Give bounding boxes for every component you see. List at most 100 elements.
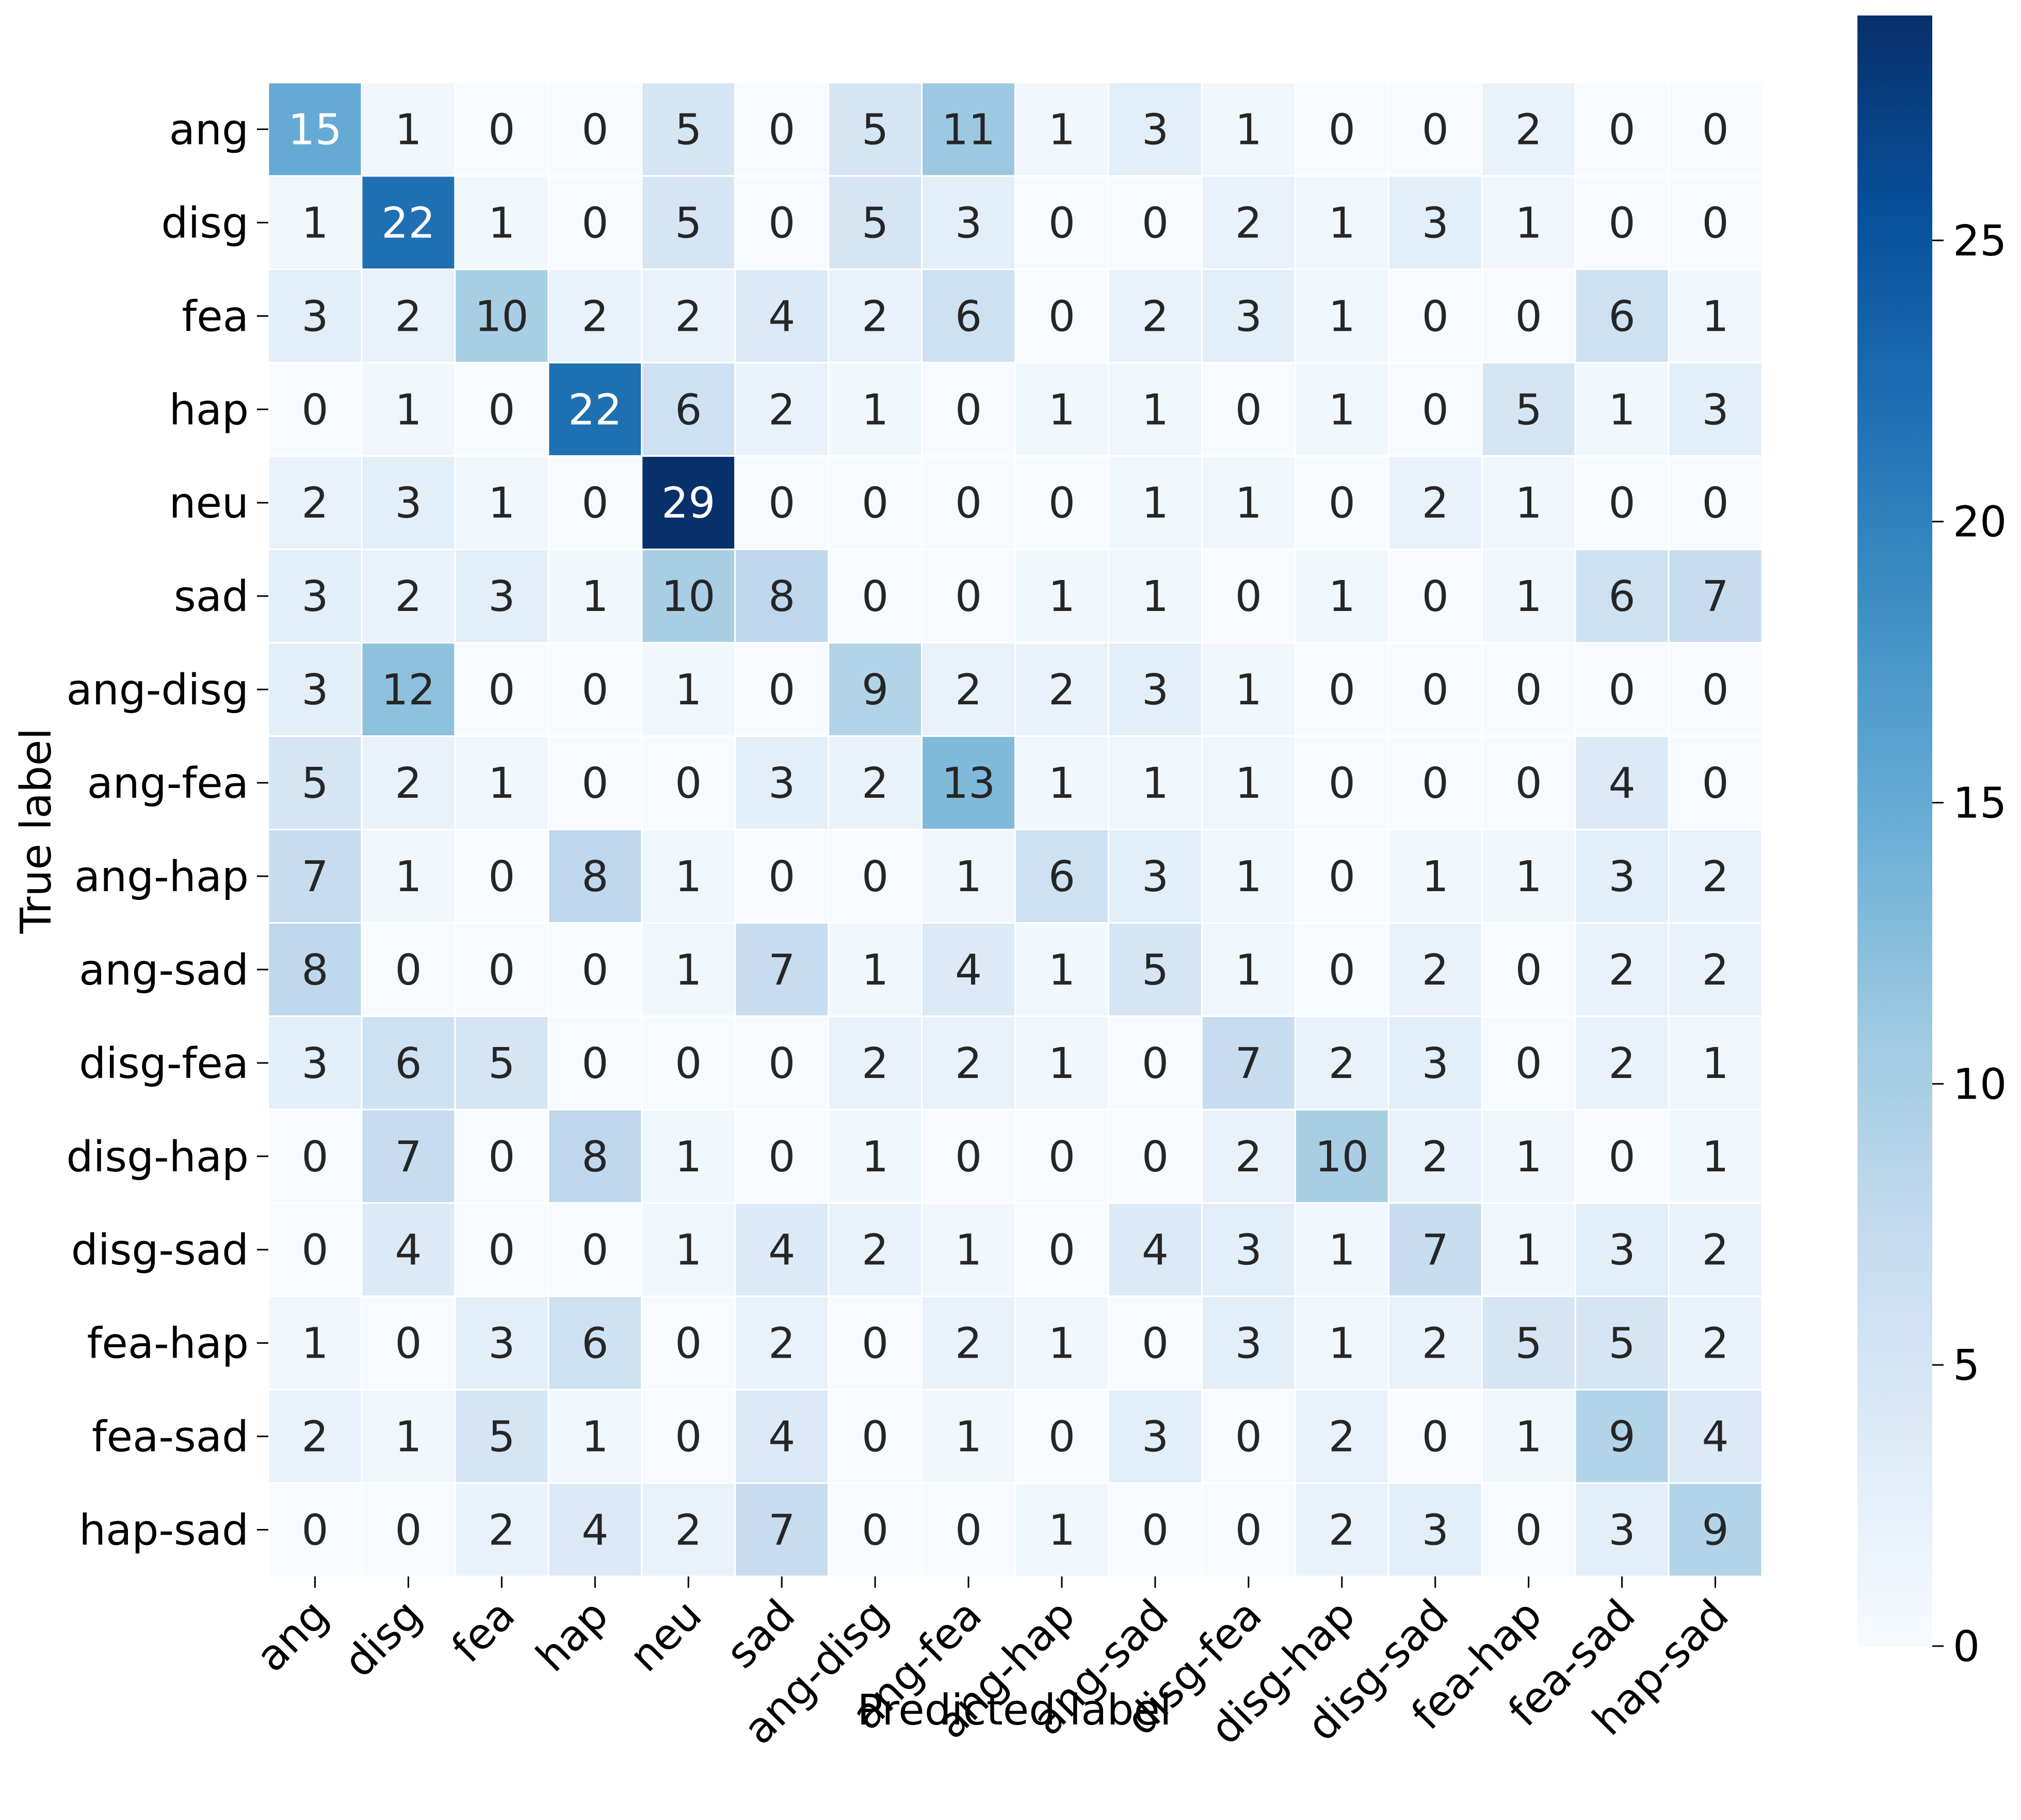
heatmap-cell (1107, 922, 1203, 1017)
cell-value-label: 0 (1702, 759, 1728, 808)
cell-value-label: 2 (862, 759, 888, 808)
y-tick-label: hap (169, 385, 249, 434)
cell-value-label: 1 (1235, 479, 1262, 528)
heatmap-cell (267, 1202, 363, 1297)
heatmap-cell (1481, 829, 1576, 924)
cell-value-label: 5 (675, 199, 702, 248)
heatmap-cell (828, 1108, 923, 1204)
cell-value-label: 2 (581, 292, 608, 341)
y-axis: ang disg fea hap neu sad ang-disg ang-fea ang-ha… (67, 105, 268, 1555)
heatmap-cell (1107, 82, 1203, 177)
heatmap-cell (1668, 549, 1763, 644)
cell-value-label: 1 (955, 1413, 982, 1462)
heatmap-cell (1574, 549, 1670, 644)
heatmap-cell (1294, 1295, 1389, 1391)
colorbar: 0 5 10 15 20 25 (1857, 15, 2007, 1671)
colorbar-tick-label: 20 (1953, 498, 2007, 547)
cell-value-label: 0 (1422, 1413, 1449, 1462)
heatmap-cell (1294, 455, 1389, 551)
heatmap-cell (1668, 1108, 1763, 1204)
heatmap-cell (641, 1389, 736, 1484)
cell-value-label: 0 (395, 1506, 422, 1555)
heatmap-cell (1574, 1202, 1670, 1297)
cell-value-label: 0 (1422, 105, 1449, 154)
cell-value-label: 1 (1142, 479, 1169, 528)
heatmap-cell (641, 175, 736, 270)
heatmap-cell (454, 829, 549, 924)
heatmap-cell (1668, 829, 1763, 924)
heatmap-cell (361, 1202, 456, 1297)
y-tick-label: ang-disg (67, 666, 249, 715)
x-tick-label: disg (334, 1590, 431, 1687)
cell-value-label: 2 (1142, 292, 1169, 341)
heatmap-cell (641, 1482, 736, 1577)
heatmap-cell (921, 922, 1016, 1017)
heatmap-cell (1387, 1295, 1483, 1391)
cell-value-label: 0 (395, 946, 422, 995)
cell-value-label: 0 (1048, 479, 1075, 528)
heatmap-cell (547, 1202, 643, 1297)
cell-value-label: 2 (395, 292, 422, 341)
cell-value-label: 0 (862, 1319, 888, 1368)
heatmap-cell (361, 362, 456, 457)
cell-value-label: 1 (1329, 385, 1355, 434)
heatmap-cell (1201, 175, 1296, 270)
heatmap-cell (641, 549, 736, 644)
heatmap-cell (1294, 922, 1389, 1017)
heatmap-cell (1107, 455, 1203, 551)
cell-value-label: 3 (1235, 1226, 1262, 1275)
heatmap-cell (547, 268, 643, 364)
cell-value-label: 1 (1609, 385, 1636, 434)
heatmap-cell (1387, 362, 1483, 457)
cell-value-label: 6 (581, 1319, 608, 1368)
cell-value-label: 2 (1235, 1133, 1262, 1182)
cell-value-label: 0 (1422, 385, 1449, 434)
cell-value-label: 0 (1142, 199, 1169, 248)
cell-value-label: 0 (675, 1413, 702, 1462)
cell-value-label: 2 (675, 1506, 702, 1555)
cell-value-label: 0 (768, 1133, 795, 1182)
cell-value-label: 0 (1329, 666, 1355, 715)
heatmap-cell (1481, 1202, 1576, 1297)
cell-value-label: 7 (1235, 1039, 1262, 1088)
cell-value-label: 2 (301, 1413, 328, 1462)
heatmap-cell (734, 1295, 830, 1391)
cell-value-label: 2 (301, 479, 328, 528)
heatmap-cell (1668, 1015, 1763, 1110)
cell-value-label: 1 (1515, 1226, 1542, 1275)
cell-value-label: 0 (1235, 1413, 1262, 1462)
cell-value-label: 1 (862, 385, 888, 434)
heatmap-cell (921, 642, 1016, 737)
heatmap-cell (361, 82, 456, 177)
cell-value-label: 0 (1048, 1226, 1075, 1275)
cell-value-label: 1 (395, 852, 422, 901)
heatmap-cell (454, 735, 549, 830)
heatmap-cell (454, 922, 549, 1017)
cell-value-label: 4 (1142, 1226, 1169, 1275)
heatmap-cell (828, 1202, 923, 1297)
heatmap-cell (1201, 922, 1296, 1017)
heatmap-cell (361, 1295, 456, 1391)
cell-value-label: 5 (1609, 1319, 1636, 1368)
heatmap-cell (547, 1015, 643, 1110)
heatmap-cell (1387, 1389, 1483, 1484)
cell-value-label: 1 (675, 946, 702, 995)
cell-value-label: 0 (581, 479, 608, 528)
heatmap-cell (921, 268, 1016, 364)
heatmap-cell (1294, 1389, 1389, 1484)
cell-value-label: 2 (1702, 946, 1728, 995)
heatmap-cell (1668, 1482, 1763, 1577)
heatmap-cell-labels: 15 1 0 0 5 0 5 11 1 3 1 0 0 2 0 01 22 1 0 5 0 5 3 0 0 2 1 3 1 0 03 2 10 2… (288, 105, 1728, 1555)
cell-value-label: 0 (1048, 1413, 1075, 1462)
y-tick-label: ang-fea (87, 759, 249, 808)
cell-value-label: 0 (488, 666, 515, 715)
heatmap-cell (1294, 1202, 1389, 1297)
cell-value-label: 7 (395, 1133, 422, 1182)
heatmap-cell (267, 735, 363, 830)
heatmap-cell (1668, 82, 1763, 177)
heatmap-cell (1481, 268, 1576, 364)
cell-value-label: 0 (1422, 292, 1449, 341)
cell-value-label: 0 (488, 852, 515, 901)
cell-value-label: 1 (955, 1226, 982, 1275)
cell-value-label: 1 (1048, 1039, 1075, 1088)
